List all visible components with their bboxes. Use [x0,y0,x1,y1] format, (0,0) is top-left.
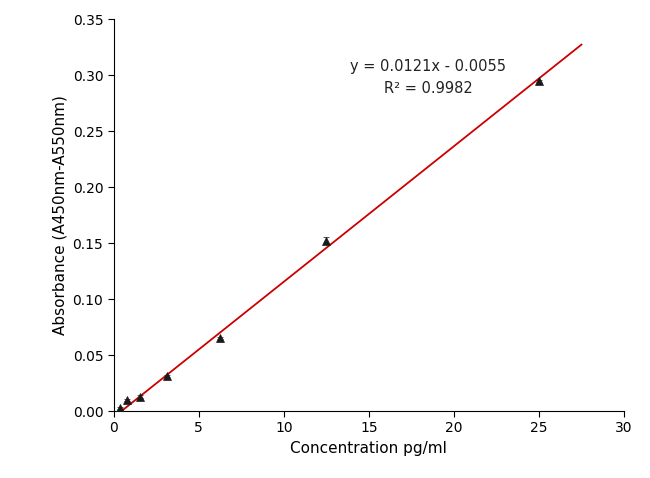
Text: y = 0.0121x - 0.0055
R² = 0.9982: y = 0.0121x - 0.0055 R² = 0.9982 [350,59,506,96]
X-axis label: Concentration pg/ml: Concentration pg/ml [291,441,447,456]
Y-axis label: Absorbance (A450nm-A550nm): Absorbance (A450nm-A550nm) [52,95,67,335]
